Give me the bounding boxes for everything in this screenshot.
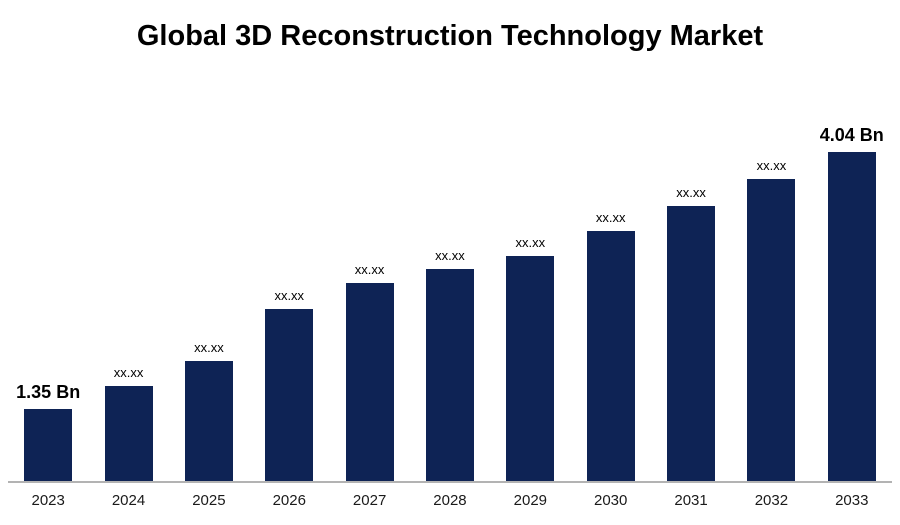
bar-column: xx.xx bbox=[329, 262, 409, 481]
x-axis-label: 2027 bbox=[352, 492, 387, 509]
bar-column: xx.xx bbox=[490, 235, 570, 481]
bar-value-label: xx.xx bbox=[113, 365, 144, 380]
bar-value-label: xx.xx bbox=[435, 248, 465, 263]
bar-value-label: xx.xx bbox=[354, 262, 385, 277]
bar-value-label: xx.xx bbox=[515, 235, 546, 250]
bar bbox=[104, 386, 153, 481]
bar-column: 4.04 Bn bbox=[812, 125, 892, 481]
bar-value-label: xx.xx bbox=[595, 210, 626, 225]
bar bbox=[184, 361, 233, 481]
x-axis-labels-row: 2023 2024 2025 2026 2027 2028 2029 2030 2031 2032… bbox=[8, 483, 892, 509]
x-axis-label: 2028 bbox=[433, 492, 467, 509]
bar bbox=[265, 309, 314, 481]
bar bbox=[506, 256, 555, 481]
x-axis-label: 2029 bbox=[513, 492, 548, 509]
plot-area: 1.35 Bn xx.xx xx.xx xx.xx xx.xx xx.xx xx.xx xx.… bbox=[8, 112, 892, 517]
bar bbox=[747, 179, 796, 481]
bar bbox=[586, 231, 635, 481]
bar bbox=[667, 206, 716, 481]
bar bbox=[827, 152, 876, 481]
bar-value-label: xx.xx bbox=[756, 158, 787, 173]
bars-row: 1.35 Bn xx.xx xx.xx xx.xx xx.xx xx.xx xx.xx xx.… bbox=[8, 112, 892, 483]
bar-value-label: 1.35 Bn bbox=[16, 382, 81, 402]
bar-value-label: xx.xx bbox=[676, 185, 706, 200]
bar-column: xx.xx bbox=[571, 210, 651, 481]
bar-value-label: xx.xx bbox=[274, 288, 305, 303]
bar-column: xx.xx bbox=[249, 288, 329, 481]
bar-value-label: xx.xx bbox=[194, 340, 224, 355]
x-axis-label: 2024 bbox=[111, 492, 146, 509]
x-axis-label: 2030 bbox=[594, 492, 628, 509]
x-axis-label: 2032 bbox=[754, 492, 789, 509]
bar-column: xx.xx bbox=[651, 185, 731, 481]
bar-value-label: 4.04 Bn bbox=[819, 125, 884, 145]
x-axis-label: 2025 bbox=[192, 492, 226, 509]
chart-title: Global 3D Reconstruction Technology Mark… bbox=[136, 20, 764, 52]
bar bbox=[425, 269, 474, 481]
bar-column: xx.xx bbox=[410, 248, 490, 481]
bar-column: xx.xx bbox=[731, 158, 811, 481]
x-axis-label: 2026 bbox=[272, 492, 306, 509]
bar-column: 1.35 Bn bbox=[8, 382, 88, 481]
x-axis-label: 2031 bbox=[674, 492, 708, 509]
bar bbox=[345, 283, 394, 481]
x-axis-label: 2023 bbox=[31, 492, 65, 509]
bar-column: xx.xx bbox=[169, 340, 249, 481]
x-axis-label: 2033 bbox=[835, 492, 869, 509]
bar bbox=[24, 409, 73, 481]
bar-column: xx.xx bbox=[88, 365, 168, 481]
